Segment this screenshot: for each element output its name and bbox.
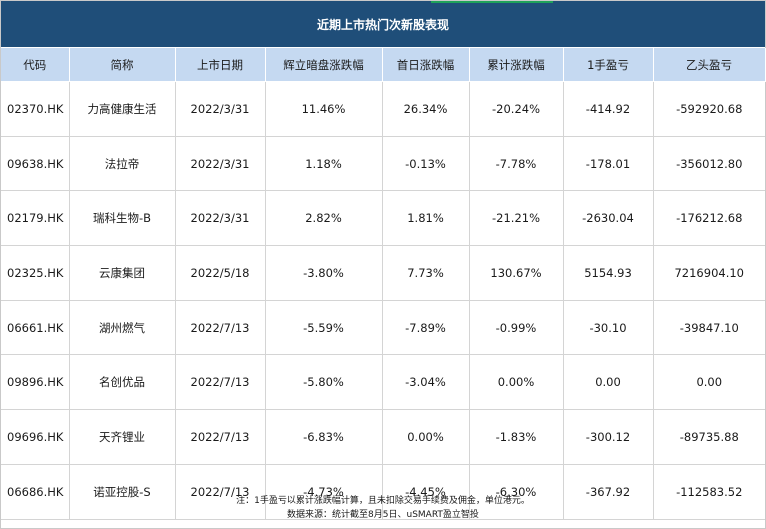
table-row: 09638.HK 法拉帝 2022/3/31 1.18% -0.13% -7.78% -17… xyxy=(1,135,765,192)
cell-one-lot-pnl[interactable]: -367.92 xyxy=(562,463,654,520)
table-row: 09696.HK 天齐锂业 2022/7/13 -6.83% 0.00% -1.83% -3… xyxy=(1,409,765,465)
cell-grey-market-change[interactable]: -3.80% xyxy=(264,245,383,301)
cell-first-day-change[interactable]: -3.04% xyxy=(381,354,470,411)
cell-cumulative-change[interactable]: 0.00% xyxy=(468,354,564,411)
cell-listing-date[interactable]: 2022/3/31 xyxy=(174,81,266,137)
cell-one-lot-pnl[interactable]: -30.10 xyxy=(562,299,654,356)
cell-grey-market-change[interactable]: 2.82% xyxy=(264,190,383,247)
cell-big-lot-pnl[interactable]: -176212.68 xyxy=(652,190,765,247)
cell-one-lot-pnl[interactable]: -2630.04 xyxy=(562,190,654,247)
cell-listing-date[interactable]: 2022/5/18 xyxy=(174,245,266,301)
header-grey-market-change[interactable]: 辉立暗盘涨跌幅 xyxy=(265,48,383,82)
cell-code[interactable]: 06686.HK xyxy=(1,463,70,520)
cell-cumulative-change[interactable]: -20.24% xyxy=(468,81,564,137)
header-one-lot-pnl[interactable]: 1手盈亏 xyxy=(563,48,654,82)
footnote-source: 数据来源：统计截至8月5日、uSMART盈立智投 xyxy=(287,510,479,520)
header-code[interactable]: 代码 xyxy=(1,48,70,82)
cell-first-day-change[interactable]: 1.81% xyxy=(381,190,470,247)
cell-name[interactable]: 名创优品 xyxy=(68,354,176,411)
cell-code[interactable]: 09638.HK xyxy=(1,135,70,192)
cell-grey-market-change[interactable]: -4.73% xyxy=(264,463,383,520)
cell-one-lot-pnl[interactable]: 5154.93 xyxy=(562,245,654,301)
cell-cumulative-change[interactable]: 130.67% xyxy=(468,245,564,301)
cell-first-day-change[interactable]: -4.45% xyxy=(381,463,470,520)
cell-code[interactable]: 02325.HK xyxy=(1,245,70,301)
footnote-disclaimer: 注：1手盈亏以累计涨跌幅计算，且未扣除交易手续费及佣金，单位港元。 xyxy=(236,496,530,506)
cell-name[interactable]: 瑞科生物-B xyxy=(68,190,176,247)
cell-code[interactable]: 02370.HK xyxy=(1,81,70,137)
table-title: 近期上市热门次新股表现 xyxy=(1,1,765,48)
cell-name[interactable]: 诺亚控股-S xyxy=(68,463,176,520)
cell-cumulative-change[interactable]: -7.78% xyxy=(468,135,564,192)
cell-big-lot-pnl[interactable]: -356012.80 xyxy=(652,135,765,192)
table-row: 02325.HK 云康集团 2022/5/18 -3.80% 7.73% 130.67% 5… xyxy=(1,245,765,301)
table-row: 06661.HK 湖州燃气 2022/7/13 -5.59% -7.89% -0.99% -… xyxy=(1,299,765,356)
cell-one-lot-pnl[interactable]: 0.00 xyxy=(562,354,654,411)
cell-big-lot-pnl[interactable]: -89735.88 xyxy=(652,409,765,465)
cell-name[interactable]: 天齐锂业 xyxy=(68,409,176,465)
cell-big-lot-pnl[interactable]: -592920.68 xyxy=(652,81,765,137)
cell-listing-date[interactable]: 2022/3/31 xyxy=(174,135,266,192)
cell-big-lot-pnl[interactable]: -39847.10 xyxy=(652,299,765,356)
table-row: 02179.HK 瑞科生物-B 2022/3/31 2.82% 1.81% -21.21%… xyxy=(1,190,765,247)
cell-grey-market-change[interactable]: -5.80% xyxy=(264,354,383,411)
selection-accent-bar xyxy=(431,1,553,3)
cell-listing-date[interactable]: 2022/7/13 xyxy=(174,354,266,411)
cell-one-lot-pnl[interactable]: -414.92 xyxy=(562,81,654,137)
cell-code[interactable]: 09896.HK xyxy=(1,354,70,411)
cell-first-day-change[interactable]: -0.13% xyxy=(381,135,470,192)
cell-name[interactable]: 云康集团 xyxy=(68,245,176,301)
cell-name[interactable]: 湖州燃气 xyxy=(68,299,176,356)
header-cumulative-change[interactable]: 累计涨跌幅 xyxy=(469,48,564,82)
cell-code[interactable]: 06661.HK xyxy=(1,299,70,356)
cell-first-day-change[interactable]: -7.89% xyxy=(381,299,470,356)
header-name[interactable]: 简称 xyxy=(69,48,176,82)
cell-one-lot-pnl[interactable]: -178.01 xyxy=(562,135,654,192)
cell-listing-date[interactable]: 2022/3/31 xyxy=(174,190,266,247)
header-big-lot-pnl[interactable]: 乙头盈亏 xyxy=(653,48,766,82)
cell-listing-date[interactable]: 2022/7/13 xyxy=(174,299,266,356)
cell-one-lot-pnl[interactable]: -300.12 xyxy=(562,409,654,465)
header-first-day-change[interactable]: 首日涨跌幅 xyxy=(382,48,470,82)
cell-name[interactable]: 力高健康生活 xyxy=(68,81,176,137)
cell-grey-market-change[interactable]: 1.18% xyxy=(264,135,383,192)
table-row: 09896.HK 名创优品 2022/7/13 -5.80% -3.04% 0.00% 0.… xyxy=(1,354,765,411)
cell-grey-market-change[interactable]: 11.46% xyxy=(264,81,383,137)
cell-cumulative-change[interactable]: -1.83% xyxy=(468,409,564,465)
cell-grey-market-change[interactable]: -5.59% xyxy=(264,299,383,356)
cell-name[interactable]: 法拉帝 xyxy=(68,135,176,192)
cell-listing-date[interactable]: 2022/7/13 xyxy=(174,409,266,465)
table-body: 02370.HK 力高健康生活 2022/3/31 11.46% 26.34% -20.2… xyxy=(1,81,765,520)
ipo-performance-table: 代码 简称 上市日期 辉立暗盘涨跌幅 首日涨跌幅 累计涨跌幅 1手盈亏 乙头盈亏 02370.… xyxy=(1,48,766,520)
cell-big-lot-pnl[interactable]: 7216904.10 xyxy=(652,245,765,301)
cell-grey-market-change[interactable]: -6.83% xyxy=(264,409,383,465)
cell-code[interactable]: 09696.HK xyxy=(1,409,70,465)
footnotes: 注：1手盈亏以累计涨跌幅计算，且未扣除交易手续费及佣金，单位港元。 数据来源：统… xyxy=(1,494,765,522)
cell-first-day-change[interactable]: 0.00% xyxy=(381,409,470,465)
table-row: 06686.HK 诺亚控股-S 2022/7/13 -4.73% -4.45% -6.30… xyxy=(1,463,765,520)
cell-first-day-change[interactable]: 7.73% xyxy=(381,245,470,301)
header-row: 代码 简称 上市日期 辉立暗盘涨跌幅 首日涨跌幅 累计涨跌幅 1手盈亏 乙头盈亏 xyxy=(1,48,766,82)
cell-code[interactable]: 02179.HK xyxy=(1,190,70,247)
cell-big-lot-pnl[interactable]: 0.00 xyxy=(652,354,765,411)
table-row: 02370.HK 力高健康生活 2022/3/31 11.46% 26.34% -20.2… xyxy=(1,81,765,137)
cell-cumulative-change[interactable]: -0.99% xyxy=(468,299,564,356)
cell-first-day-change[interactable]: 26.34% xyxy=(381,81,470,137)
header-listing-date[interactable]: 上市日期 xyxy=(175,48,266,82)
cell-cumulative-change[interactable]: -21.21% xyxy=(468,190,564,247)
cell-listing-date[interactable]: 2022/7/13 xyxy=(174,463,266,520)
cell-big-lot-pnl[interactable]: -112583.52 xyxy=(652,463,765,520)
